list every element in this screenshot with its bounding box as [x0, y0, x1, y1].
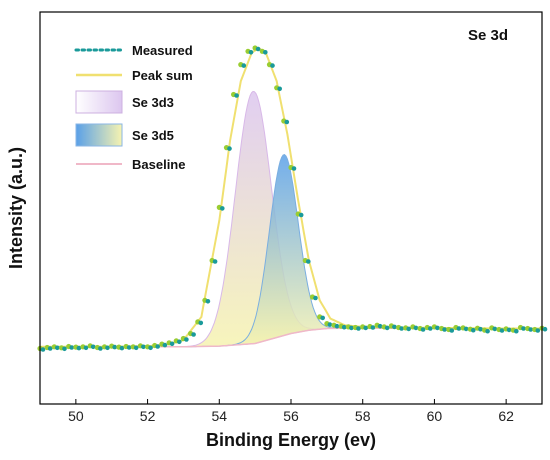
panel-annotation: Se 3d — [468, 27, 508, 44]
legend-label-se3d5: Se 3d5 — [132, 128, 174, 143]
measured-point — [133, 345, 139, 351]
measured-point — [162, 342, 168, 348]
x-tick-label: 62 — [498, 408, 514, 424]
measured-point — [90, 344, 96, 350]
x-tick-label: 60 — [427, 408, 443, 424]
measured-point — [40, 347, 46, 352]
plot-area — [37, 45, 548, 352]
x-tick-label: 58 — [355, 408, 371, 424]
x-tick-label: 56 — [283, 408, 299, 424]
measured-point — [47, 346, 53, 351]
measured-point — [313, 295, 318, 301]
measured-point — [155, 344, 160, 349]
measured-point — [478, 326, 483, 332]
measured-point — [449, 328, 455, 333]
measured-point — [528, 327, 533, 332]
measured-point — [471, 327, 476, 333]
measured-point — [198, 320, 204, 326]
measured-point — [83, 345, 89, 351]
measured-point — [542, 326, 548, 332]
measured-point — [341, 324, 347, 330]
measured-point — [392, 324, 397, 330]
measured-point — [284, 119, 290, 125]
measured-point — [428, 326, 433, 331]
legend-label-peak-sum: Peak sum — [132, 68, 193, 83]
measured-point — [442, 327, 447, 332]
measured-point — [514, 328, 519, 334]
x-tick-label: 54 — [211, 408, 227, 424]
measured-point — [435, 325, 440, 331]
measured-point — [463, 326, 469, 332]
measured-point — [406, 326, 412, 332]
measured-point — [492, 326, 498, 332]
measured-point — [363, 325, 369, 331]
legend-swatch-se3d3 — [75, 90, 123, 114]
measured-point — [141, 344, 146, 350]
x-axis-ticks: 50 52 54 56 58 60 62 — [68, 399, 514, 424]
measured-point — [212, 259, 218, 264]
x-tick-label: 52 — [140, 408, 156, 424]
measured-point — [255, 46, 261, 52]
measured-point — [298, 212, 304, 218]
measured-point — [499, 328, 505, 333]
measured-point — [535, 328, 541, 333]
measured-point — [270, 63, 275, 68]
measured-point — [334, 323, 340, 329]
measured-point — [76, 345, 82, 351]
measured-point — [521, 326, 526, 331]
measured-point — [227, 146, 232, 151]
measured-point — [241, 63, 247, 68]
measured-point — [356, 326, 361, 331]
measured-point — [327, 322, 333, 327]
measured-point — [234, 93, 239, 98]
measured-point — [320, 315, 326, 321]
legend-label-baseline: Baseline — [132, 157, 185, 172]
measured-point — [191, 332, 196, 337]
measured-point — [177, 339, 182, 345]
measured-point — [485, 328, 490, 334]
measured-point — [377, 323, 383, 329]
measured-point — [263, 50, 268, 55]
measured-point — [248, 50, 254, 55]
measured-point — [184, 337, 189, 342]
measured-point — [119, 345, 125, 351]
legend-label-se3d3: Se 3d3 — [132, 95, 174, 110]
measured-point — [277, 86, 283, 92]
measured-point — [220, 206, 225, 211]
measured-point — [205, 299, 211, 304]
measured-point — [370, 325, 376, 330]
measured-point — [306, 259, 311, 264]
measured-point — [55, 345, 60, 351]
measured-point — [506, 327, 512, 333]
legend-label-measured: Measured — [132, 43, 193, 58]
legend: Measured Peak sum Se 3d3 Se 3d5 Baseline — [74, 43, 193, 172]
measured-point — [112, 344, 117, 350]
measured-point — [126, 345, 132, 350]
se3d5-peak-area — [165, 154, 381, 348]
y-axis-title: Intensity (a.u.) — [6, 147, 26, 269]
measured-point — [399, 326, 404, 331]
measured-point — [384, 325, 390, 331]
measured-point — [291, 166, 297, 171]
baseline-line — [40, 327, 543, 348]
measured-point — [349, 325, 354, 331]
measured-point — [62, 346, 67, 352]
measured-point — [148, 345, 153, 351]
measured-point — [456, 326, 462, 331]
measured-point — [169, 341, 175, 347]
legend-swatch-se3d5 — [75, 123, 123, 147]
x-axis-title: Binding Energy (ev) — [206, 430, 376, 450]
measured-point — [69, 345, 74, 350]
x-tick-label: 50 — [68, 408, 84, 424]
measured-point — [413, 325, 419, 331]
measured-point — [98, 346, 103, 351]
measured-point — [105, 345, 110, 351]
measured-point — [420, 327, 426, 332]
